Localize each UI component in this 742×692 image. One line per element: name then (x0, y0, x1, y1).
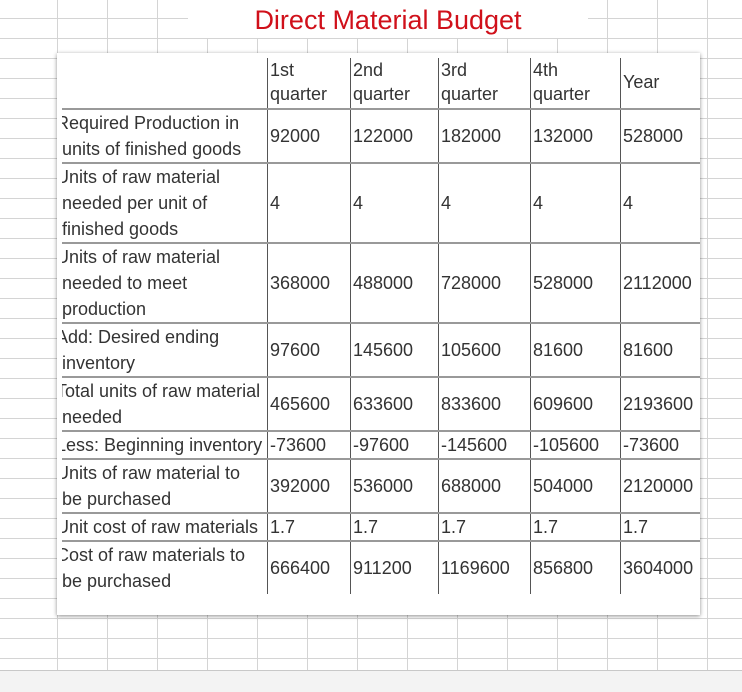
row-label: Unit cost of raw materials (62, 517, 259, 537)
value-cell: 528000 (620, 109, 700, 163)
row-label: Required Production in units of finished… (62, 113, 242, 159)
value-cell: 911200 (350, 541, 439, 594)
value-cell: 504000 (530, 459, 621, 513)
table-row: Less: Beginning inventory -73600 -97600 -14… (62, 431, 700, 459)
value-cell: 132000 (530, 109, 621, 163)
table-row: Unit cost of raw materials 1.7 1.7 1.7 1.7 1.… (62, 513, 700, 541)
value-cell: 856800 (530, 541, 621, 594)
value-cell: 81600 (530, 323, 621, 377)
value-cell: -145600 (438, 431, 531, 459)
value-cell: 1.7 (438, 513, 531, 541)
row-label: Less: Beginning inventory (62, 435, 263, 455)
budget-table: 1st quarter 2nd quarter 3rd quarter 4th qua… (62, 58, 700, 594)
value-cell: -97600 (350, 431, 439, 459)
value-cell: 1.7 (620, 513, 700, 541)
table-row: Units of raw material to be purchased 392… (62, 459, 700, 513)
value-cell: 528000 (530, 243, 621, 323)
row-label: Units of raw material needed to meet pro… (62, 247, 221, 319)
value-cell: 392000 (267, 459, 351, 513)
row-label: Add: Desired ending inventory (62, 327, 220, 373)
value-cell: 4 (620, 163, 700, 243)
row-label: Total units of raw material needed (62, 381, 261, 427)
value-cell: -105600 (530, 431, 621, 459)
value-cell: 105600 (438, 323, 531, 377)
value-cell: 2112000 (620, 243, 700, 323)
column-header: 2nd quarter (350, 58, 439, 109)
column-header: 3rd quarter (438, 58, 531, 109)
value-cell: 688000 (438, 459, 531, 513)
column-header: Year (620, 58, 700, 109)
value-cell: 122000 (350, 109, 439, 163)
column-header: 4th quarter (530, 58, 621, 109)
table-row: Units of raw material needed to meet pro… (62, 243, 700, 323)
value-cell: 833600 (438, 377, 531, 431)
value-cell: 465600 (267, 377, 351, 431)
value-cell: 609600 (530, 377, 621, 431)
value-cell: 2193600 (620, 377, 700, 431)
value-cell: 666400 (267, 541, 351, 594)
table-row: Required Production in units of finished… (62, 109, 700, 163)
value-cell: 4 (267, 163, 351, 243)
value-cell: -73600 (267, 431, 351, 459)
value-cell: 368000 (267, 243, 351, 323)
budget-table-image: 1st quarter 2nd quarter 3rd quarter 4th qua… (57, 53, 700, 615)
value-cell: 488000 (350, 243, 439, 323)
table-row: Total units of raw material needed 465600… (62, 377, 700, 431)
value-cell: 182000 (438, 109, 531, 163)
value-cell: 2120000 (620, 459, 700, 513)
row-label: Cost of raw materials to be purchased (62, 545, 246, 591)
header-row: 1st quarter 2nd quarter 3rd quarter 4th qua… (62, 58, 700, 109)
row-label: Units of raw material needed per unit of… (62, 167, 221, 239)
value-cell: 1.7 (350, 513, 439, 541)
table-row: Cost of raw materials to be purchased 666… (62, 541, 700, 594)
value-cell: 1.7 (267, 513, 351, 541)
value-cell: 81600 (620, 323, 700, 377)
page-title: Direct Material Budget (188, 0, 588, 38)
value-cell: 4 (530, 163, 621, 243)
header-blank (62, 58, 268, 109)
value-cell: 1169600 (438, 541, 531, 594)
table-row: Add: Desired ending inventory 97600 145600… (62, 323, 700, 377)
value-cell: 97600 (267, 323, 351, 377)
value-cell: 1.7 (530, 513, 621, 541)
value-cell: 536000 (350, 459, 439, 513)
value-cell: 633600 (350, 377, 439, 431)
value-cell: 728000 (438, 243, 531, 323)
value-cell: 92000 (267, 109, 351, 163)
value-cell: 4 (438, 163, 531, 243)
value-cell: 145600 (350, 323, 439, 377)
table-row: Units of raw material needed per unit of… (62, 163, 700, 243)
sheet-footer-bar (0, 670, 742, 692)
value-cell: 3604000 (620, 541, 700, 594)
value-cell: -73600 (620, 431, 700, 459)
column-header: 1st quarter (267, 58, 351, 109)
row-label: Units of raw material to be purchased (62, 463, 241, 509)
value-cell: 4 (350, 163, 439, 243)
